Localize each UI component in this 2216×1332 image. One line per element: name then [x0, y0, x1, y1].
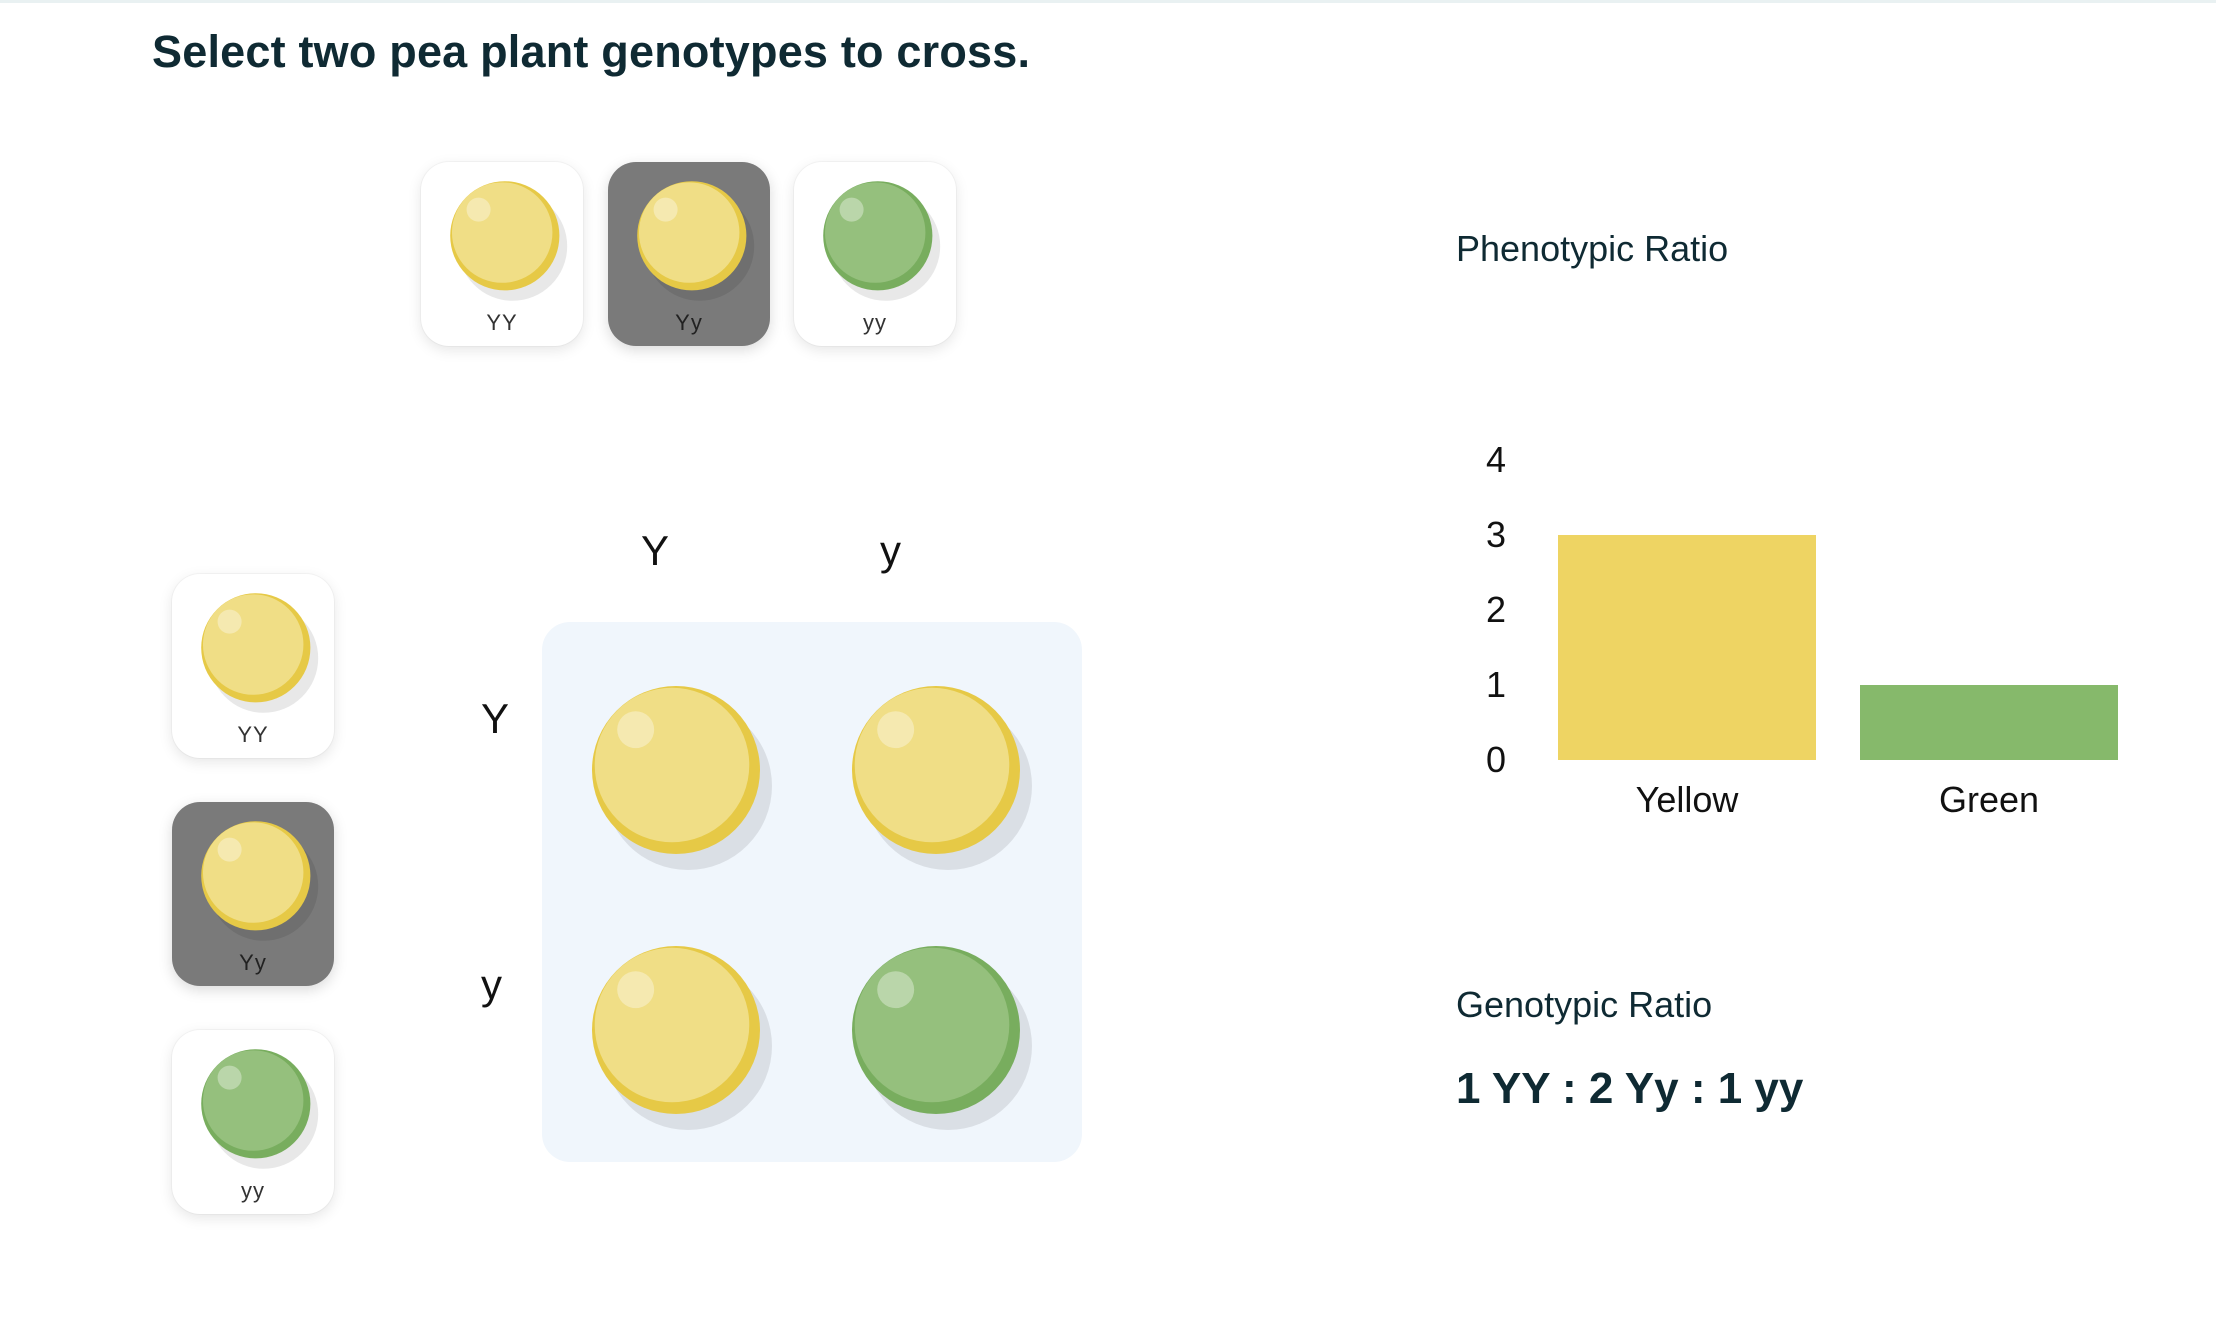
phenotypic-ratio-title: Phenotypic Ratio: [1456, 228, 1729, 269]
offspring-pea-icon: [584, 938, 784, 1138]
genotype-label: Yy: [675, 310, 703, 335]
parent1-option-Yy[interactable]: Yy: [608, 162, 770, 346]
yellow-pea-icon: [196, 588, 326, 718]
parent1-option-YY[interactable]: YY: [421, 162, 583, 346]
y-tick-label: 3: [1486, 514, 1506, 555]
y-tick-label: 2: [1486, 589, 1506, 630]
y-tick-label: 1: [1486, 664, 1506, 705]
offspring-pea-icon: [844, 678, 1044, 878]
genotype-label: yy: [863, 310, 887, 335]
top-allele-2: y: [880, 527, 901, 574]
bar-yellow: [1558, 535, 1816, 760]
genotype-label: YY: [237, 722, 269, 747]
phenotypic-ratio-chart: 0 1 2 3 4 Yellow Green: [1486, 439, 2118, 820]
yellow-pea-icon: [196, 816, 326, 946]
punnett-square: [542, 622, 1082, 1162]
parent2-option-yy[interactable]: yy: [172, 1030, 334, 1214]
x-tick-label: Green: [1939, 779, 2039, 820]
genotype-label: Yy: [239, 950, 267, 975]
offspring-pea-icon: [584, 678, 784, 878]
page-title: Select two pea plant genotypes to cross.: [152, 26, 1031, 77]
top-border: [0, 0, 2216, 3]
y-tick-label: 0: [1486, 739, 1506, 780]
genotypic-ratio-title: Genotypic Ratio: [1456, 984, 1713, 1025]
left-allele-2: y: [481, 961, 502, 1008]
parent2-option-Yy[interactable]: Yy: [172, 802, 334, 986]
top-allele-1: Y: [641, 527, 670, 574]
x-tick-label: Yellow: [1636, 779, 1740, 820]
yellow-pea-icon: [445, 176, 575, 306]
green-pea-icon: [196, 1044, 326, 1174]
genotypic-ratio-value: 1 YY : 2 Yy : 1 yy: [1456, 1064, 1804, 1113]
bar-green: [1860, 685, 2118, 760]
genotype-label: YY: [486, 310, 518, 335]
offspring-pea-icon: [844, 938, 1044, 1138]
y-tick-label: 4: [1486, 439, 1506, 480]
left-allele-1: Y: [481, 695, 510, 742]
yellow-pea-icon: [632, 176, 762, 306]
parent2-option-YY[interactable]: YY: [172, 574, 334, 758]
green-pea-icon: [818, 176, 948, 306]
genotype-label: yy: [241, 1178, 265, 1203]
parent1-option-yy[interactable]: yy: [794, 162, 956, 346]
